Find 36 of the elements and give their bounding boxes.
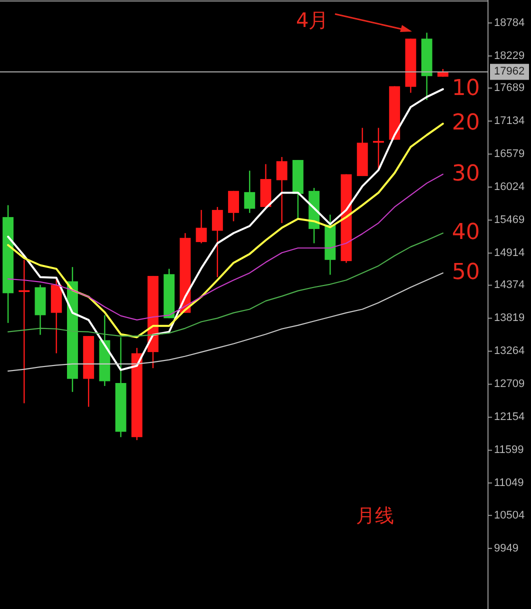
y-tick-label: 13819 [494, 312, 525, 324]
candlestick [212, 206, 223, 278]
y-tick-label: 10504 [494, 509, 525, 522]
y-tick-label: 12709 [494, 378, 525, 390]
y-tick-label: 18784 [494, 16, 525, 29]
y-tick-label: 13264 [494, 345, 525, 358]
candlestick [276, 156, 288, 224]
line-series [8, 272, 444, 372]
candlestick [228, 190, 240, 222]
annotation: 4月 [296, 8, 329, 32]
y-tick-label: 16024 [494, 181, 525, 194]
series-label: 30 [452, 161, 480, 186]
y-tick-label: 12154 [494, 411, 525, 424]
y-tick-label: 11049 [494, 476, 524, 489]
line-series [7, 122, 444, 338]
series-label: 10 [452, 76, 480, 102]
series-label: 20 [452, 110, 480, 136]
y-tick-label: 11599 [494, 444, 524, 456]
y-tick-label: 14374 [494, 279, 525, 292]
candlestick [196, 209, 207, 244]
y-tick-label: 9949 [494, 542, 518, 554]
y-tick-label: 16579 [494, 148, 525, 160]
series-label: 50 [452, 260, 480, 285]
candlestick [18, 259, 30, 404]
ref-line-label: 17962 [494, 66, 525, 78]
y-tick-label: 14914 [494, 247, 525, 260]
candlestick [244, 170, 256, 214]
y-tick-label: 18229 [494, 50, 525, 62]
series-label: 40 [452, 220, 480, 246]
y-tick-label: 15469 [494, 214, 525, 226]
y-tick-label: 17689 [494, 82, 525, 94]
line-series [7, 88, 444, 371]
line-series [8, 174, 444, 321]
y-tick-label: 17134 [494, 114, 525, 127]
annotation: 月线 [356, 505, 394, 527]
line-series [8, 232, 444, 337]
